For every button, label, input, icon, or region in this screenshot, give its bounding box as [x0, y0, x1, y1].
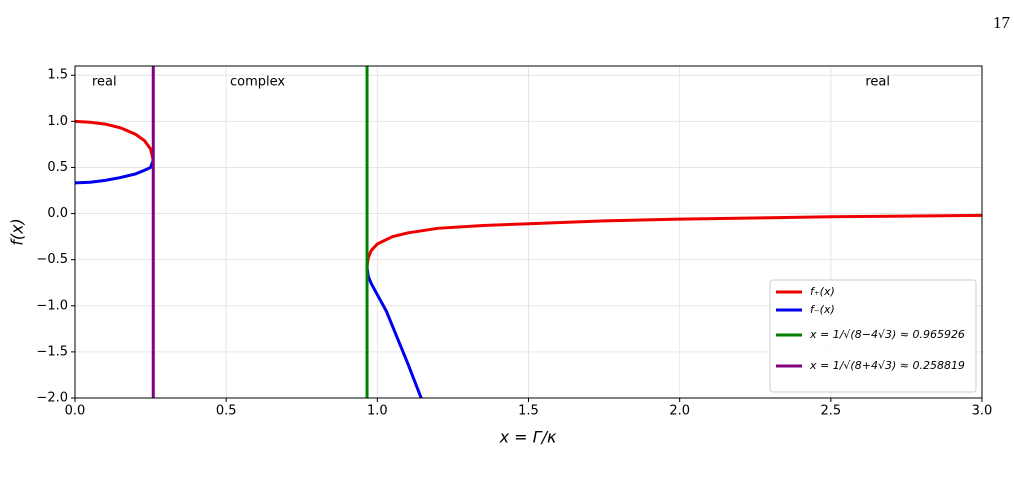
y-tick-label: −1.0 [36, 298, 68, 313]
y-tick-label: 1.0 [47, 114, 68, 129]
legend-label: f₊(x) [810, 285, 835, 298]
y-tick-label: 1.5 [47, 68, 68, 83]
legend-label: f₋(x) [810, 303, 835, 316]
y-tick-label: 0.5 [47, 160, 68, 175]
y-axis-label: f(x) [8, 218, 27, 246]
x-tick-label: 0.0 [65, 404, 86, 419]
legend-label: x = 1/√(8+4√3) ≈ 0.258819 [809, 359, 965, 372]
legend-label: x = 1/√(8−4√3) ≈ 0.965926 [809, 328, 965, 341]
x-tick-label: 2.0 [669, 404, 690, 419]
plot-frame [74, 65, 983, 399]
y-tick-label: −0.5 [36, 252, 68, 267]
legend-box [769, 279, 977, 393]
x-axis-label: x = Γ/κ [499, 428, 557, 447]
x-tick-label: 1.0 [367, 404, 388, 419]
line-series [75, 119, 155, 161]
page-number: 17 [993, 13, 1011, 32]
annotation: complex [230, 75, 285, 90]
line-series [365, 266, 423, 398]
y-tick-label: −2.0 [36, 391, 68, 406]
annotation: real [92, 75, 117, 90]
x-tick-label: 3.0 [972, 404, 993, 419]
line-series [75, 159, 155, 185]
annotation: real [865, 75, 890, 90]
line-series [365, 213, 982, 267]
x-tick-label: 0.5 [216, 404, 237, 419]
x-tick-label: 1.5 [518, 404, 539, 419]
y-tick-label: 0.0 [47, 206, 68, 221]
y-tick-label: −1.5 [36, 344, 68, 359]
x-tick-label: 2.5 [820, 404, 841, 419]
